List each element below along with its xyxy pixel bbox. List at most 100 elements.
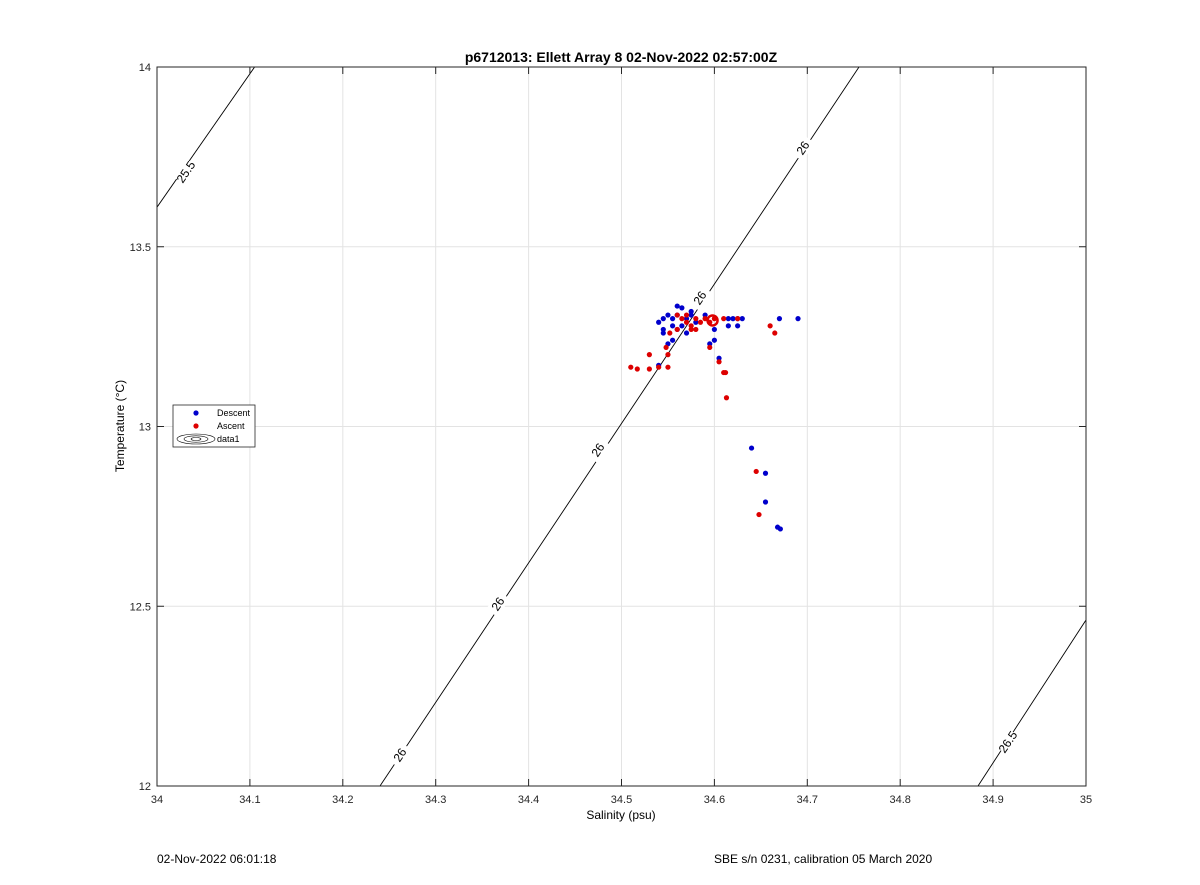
x-tick-label: 35 — [1080, 794, 1092, 806]
data-point-descent — [679, 323, 685, 329]
legend-box — [172, 404, 256, 448]
data-point-descent — [688, 312, 694, 318]
data-point-ascent — [628, 364, 634, 370]
data-point-ascent — [753, 468, 759, 475]
data-point-descent — [795, 316, 801, 322]
data-point-descent — [674, 303, 680, 309]
data-point-descent — [679, 305, 685, 311]
data-point-descent — [725, 323, 731, 329]
contour-label-bg — [586, 436, 610, 464]
data-point-ascent — [688, 323, 694, 329]
data-point-ascent — [674, 326, 680, 333]
contour-label: 26.5 — [996, 728, 1021, 755]
data-point-ascent — [634, 366, 640, 372]
data-point-ascent — [707, 344, 713, 351]
data-point-descent — [776, 316, 783, 322]
data-points — [628, 303, 801, 532]
data-point-ascent — [688, 326, 694, 333]
contour-label: 25.5 — [174, 158, 199, 185]
data-point-ascent — [772, 330, 778, 336]
x-tick-label: 34 — [151, 794, 163, 806]
data-point-ascent — [693, 326, 699, 333]
data-point-ascent — [722, 369, 729, 376]
x-tick-label: 34.1 — [239, 794, 260, 806]
grid-lines — [156, 66, 1087, 787]
contour-label-bg — [174, 158, 198, 186]
x-tick-label: 34.5 — [611, 794, 632, 806]
data-point-descent — [669, 323, 676, 329]
data-point-descent — [739, 316, 745, 322]
data-point-descent — [669, 316, 676, 322]
series-ascent — [628, 312, 778, 518]
contour-label-bg — [791, 134, 815, 162]
contour-label-bg — [688, 284, 712, 312]
data-point-ascent — [663, 344, 669, 351]
x-tick-label: 34.6 — [704, 794, 725, 806]
axis-ticks: 34 34.1 34.2 34.3 34.4 34.5 34.6 34.7 34.8 34.9 35… — [130, 62, 1093, 806]
data-point-ascent — [721, 316, 727, 322]
data-point-descent — [711, 337, 718, 343]
data-point-ascent — [767, 323, 773, 329]
legend-marker-descent — [193, 410, 199, 416]
contour-line-25-5 — [157, 67, 256, 208]
data-point-ascent — [667, 330, 673, 336]
data-point-ascent — [706, 314, 719, 327]
data-point-ascent — [646, 366, 652, 372]
data-point-descent — [748, 445, 755, 451]
data-point-descent — [688, 308, 694, 315]
data-point-descent — [669, 337, 676, 343]
x-tick-label: 34.4 — [518, 794, 539, 806]
legend-label-descent: Descent — [217, 408, 251, 418]
x-tick-label: 34.8 — [889, 794, 910, 806]
data-point-ascent — [723, 395, 730, 401]
y-tick-label: 13.5 — [130, 242, 151, 254]
data-point-descent — [683, 330, 690, 336]
legend-label-ascent: Ascent — [217, 421, 245, 431]
data-point-descent — [693, 319, 699, 325]
contour-label-bg — [388, 741, 412, 769]
legend-label-data1: data1 — [217, 434, 240, 444]
chart-title: p6712013: Ellett Array 8 02-Nov-2022 02:… — [465, 49, 778, 65]
data-point-descent — [665, 312, 671, 318]
data-point-ascent — [646, 352, 652, 358]
y-axis-label: Temperature (°C) — [113, 380, 127, 472]
data-point-ascent — [693, 316, 699, 322]
y-tick-label: 12.5 — [130, 601, 151, 613]
data-point-ascent — [674, 312, 680, 318]
data-point-descent — [762, 499, 769, 505]
data-point-descent — [683, 316, 690, 322]
data-point-ascent — [756, 511, 762, 518]
data-point-descent — [735, 323, 741, 329]
data-point-ascent — [716, 359, 722, 365]
x-tick-label: 34.9 — [982, 794, 1003, 806]
data-point-descent — [660, 326, 666, 333]
data-point-descent — [660, 316, 666, 322]
legend: Descent Ascent data1 — [172, 404, 256, 448]
legend-marker-ascent — [193, 423, 199, 429]
data-point-descent — [702, 312, 708, 318]
y-tick-label: 13 — [139, 422, 151, 434]
data-point-ascent — [683, 319, 690, 325]
footer-instrument: SBE s/n 0231, calibration 05 March 2020 — [714, 852, 933, 866]
y-tick-label: 14 — [139, 62, 151, 74]
data-point-descent — [730, 316, 736, 322]
data-point-descent — [762, 470, 769, 476]
data-point-ascent — [683, 312, 690, 318]
footer-timestamp: 02-Nov-2022 06:01:18 — [157, 852, 277, 866]
x-tick-label: 34.2 — [332, 794, 353, 806]
contour-line-26 — [379, 67, 860, 786]
data-point-ascent — [665, 352, 671, 358]
series-descent — [656, 303, 801, 532]
data-point-descent — [660, 330, 666, 336]
data-point-descent — [716, 355, 722, 361]
data-point-descent — [656, 319, 662, 325]
legend-contour-icon — [176, 433, 216, 445]
data-point-ascent — [679, 316, 685, 322]
data-point-ascent — [656, 364, 662, 370]
contour-label-bg — [996, 728, 1020, 756]
data-point-ascent — [665, 364, 671, 370]
contour-label-bg — [486, 590, 510, 618]
data-point-descent — [707, 341, 713, 347]
